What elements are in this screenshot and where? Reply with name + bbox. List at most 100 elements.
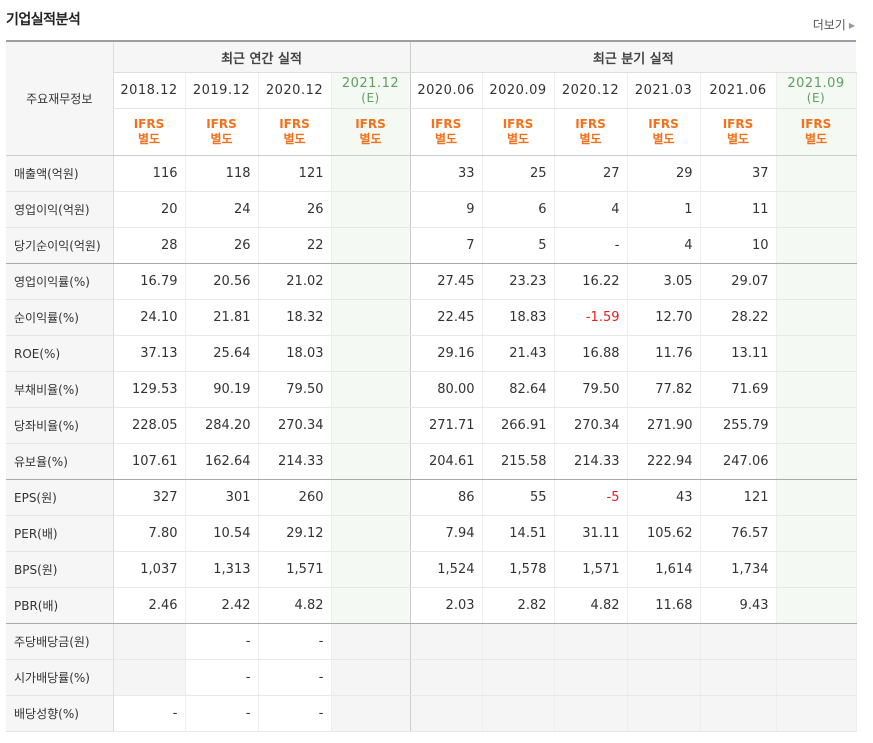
value-cell: 1,313: [185, 551, 259, 588]
row-label: ROE(%): [6, 335, 114, 372]
value-cell: 284.20: [185, 407, 259, 444]
period-header: 2020.06: [410, 72, 483, 109]
period-header: 2019.12: [185, 72, 259, 109]
table-row: 당좌비율(%) 228.05 284.20 270.34 271.71 266.91 270…: [6, 407, 857, 444]
value-cell: 1,524: [410, 551, 483, 588]
table-row: PER(배) 7.80 10.54 29.12 7.94 14.51 31.11 105.62…: [6, 515, 857, 552]
period-header: 2021.12 (E): [331, 72, 411, 109]
more-link[interactable]: 더보기 ▶: [813, 16, 855, 33]
value-cell: 2.42: [185, 587, 259, 624]
value-cell: [331, 551, 411, 588]
value-cell: 1,614: [627, 551, 701, 588]
value-cell: 23.23: [482, 263, 555, 300]
value-cell: 28: [113, 227, 186, 264]
value-cell: 222.94: [627, 443, 701, 480]
value-cell: 43: [627, 479, 701, 516]
ifrs-line1: IFRS: [575, 117, 606, 131]
ifrs-badge: IFRS 별도: [410, 108, 483, 156]
value-cell: [776, 407, 857, 444]
value-cell: -1.59: [554, 299, 628, 336]
value-cell: 129.53: [113, 371, 186, 408]
row-label: 당기순이익(억원): [6, 227, 114, 264]
corner-label: 주요재무정보: [6, 41, 114, 156]
ifrs-line1: IFRS: [133, 117, 165, 131]
value-cell: -: [258, 659, 332, 696]
value-cell: 107.61: [113, 443, 186, 480]
value-cell: 4.82: [554, 587, 628, 624]
period-label: 2020.09: [489, 83, 547, 98]
ifrs-line1: IFRS: [355, 117, 386, 131]
value-cell: 121: [700, 479, 777, 516]
period-label: 2021.12: [341, 75, 400, 91]
value-cell: 5: [482, 227, 555, 264]
value-cell: [331, 515, 411, 552]
value-cell: [776, 335, 857, 372]
row-label: BPS(원): [6, 551, 114, 588]
value-cell: 11.68: [627, 587, 701, 624]
value-cell: [776, 551, 857, 588]
value-cell: 27.45: [410, 263, 483, 300]
value-cell: 22: [258, 227, 332, 264]
value-cell: [331, 335, 411, 372]
value-cell: 2.82: [482, 587, 555, 624]
value-cell: 327: [113, 479, 186, 516]
row-label: 부채비율(%): [6, 371, 114, 408]
value-cell: [113, 623, 186, 660]
value-cell: [410, 659, 483, 696]
value-cell: 22.45: [410, 299, 483, 336]
value-cell: 247.06: [700, 443, 777, 480]
ifrs-line2: 별도: [652, 132, 675, 146]
value-cell: 77.82: [627, 371, 701, 408]
value-cell: 16.22: [554, 263, 628, 300]
value-cell: 214.33: [554, 443, 628, 480]
value-cell: 1,571: [258, 551, 332, 588]
value-cell: [776, 263, 857, 300]
row-label: 당좌비율(%): [6, 407, 114, 444]
value-cell: 55: [482, 479, 555, 516]
ifrs-line2: 별도: [804, 132, 828, 146]
value-cell: [331, 371, 411, 408]
row-label: 유보율(%): [6, 443, 114, 480]
value-cell: 79.50: [554, 371, 628, 408]
value-cell: 1,037: [113, 551, 186, 588]
value-cell: 215.58: [482, 443, 555, 480]
ifrs-line2: 별도: [359, 132, 382, 146]
ifrs-line1: IFRS: [800, 117, 832, 131]
group-annual-header: 최근 연간 실적: [113, 41, 411, 73]
chevron-right-icon: ▶: [848, 21, 855, 30]
ifrs-line2: 별도: [283, 132, 306, 146]
ifrs-badge: IFRS 별도: [185, 108, 259, 156]
value-cell: 121: [258, 155, 332, 192]
value-cell: 29.12: [258, 515, 332, 552]
period-header: 2021.06: [700, 72, 777, 109]
period-label: 2021.06: [709, 83, 767, 98]
value-cell: [113, 659, 186, 696]
value-cell: 3.05: [627, 263, 701, 300]
value-cell: 20.56: [185, 263, 259, 300]
value-cell: [627, 659, 701, 696]
value-cell: 7: [410, 227, 483, 264]
ifrs-badge: IFRS 별도: [482, 108, 555, 156]
row-label: 주당배당금(원): [6, 623, 114, 660]
table-row: 매출액(억원) 116 118 121 33 25 27 29 37: [6, 155, 857, 192]
value-cell: 90.19: [185, 371, 259, 408]
value-cell: 2.46: [113, 587, 186, 624]
row-label: 배당성향(%): [6, 695, 114, 732]
value-cell: 1,734: [700, 551, 777, 588]
value-cell: 270.34: [258, 407, 332, 444]
value-cell: [776, 659, 857, 696]
value-cell: 255.79: [700, 407, 777, 444]
value-cell: -: [185, 659, 259, 696]
ifrs-line1: IFRS: [722, 117, 754, 131]
value-cell: 76.57: [700, 515, 777, 552]
value-cell: 33: [410, 155, 483, 192]
value-cell: [776, 155, 857, 192]
value-cell: [331, 695, 411, 732]
ifrs-badge: IFRS 별도: [700, 108, 777, 156]
value-cell: 266.91: [482, 407, 555, 444]
financial-table: 주요재무정보 최근 연간 실적 최근 분기 실적 2018.12 2019.12 2…: [6, 40, 857, 732]
value-cell: 204.61: [410, 443, 483, 480]
value-cell: 14.51: [482, 515, 555, 552]
row-label: 순이익률(%): [6, 299, 114, 336]
period-header: 2018.12: [113, 72, 186, 109]
